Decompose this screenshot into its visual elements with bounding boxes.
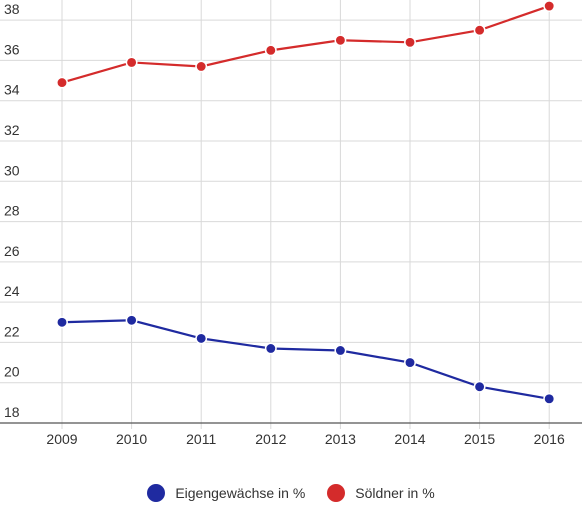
- y-tick-label: 32: [4, 122, 20, 138]
- data-point: [125, 56, 138, 69]
- x-tick-label: 2013: [325, 431, 356, 447]
- y-axis-ticks: 18 20 22 24 26 28 30 32 34 36 38: [4, 1, 20, 420]
- data-point: [404, 36, 416, 49]
- data-point: [56, 76, 68, 89]
- data-point: [473, 380, 486, 393]
- y-tick-label: 20: [4, 364, 20, 380]
- data-points: [56, 0, 556, 405]
- series-line-1: [61, 5, 550, 84]
- data-point: [264, 342, 277, 355]
- data-point: [334, 34, 347, 47]
- x-tick-label: 2011: [186, 431, 216, 447]
- x-tick-label: 2016: [534, 431, 565, 447]
- y-tick-label: 34: [4, 82, 20, 98]
- legend-label-eigengewaechse: Eigengewächse in %: [175, 485, 306, 501]
- legend-marker-soeldner: [327, 484, 346, 502]
- legend-item-eigengewaechse: Eigengewächse in %: [147, 484, 305, 502]
- grid: [0, 0, 582, 429]
- data-point: [56, 316, 68, 329]
- legend-marker-eigengewaechse: [147, 484, 166, 502]
- series-lines: [61, 5, 550, 400]
- legend: Eigengewächse in % Söldner in %: [0, 484, 582, 502]
- legend-item-soeldner: Söldner in %: [327, 484, 435, 502]
- x-tick-label: 2014: [394, 431, 425, 447]
- x-axis-ticks: 2009 2010 2011 2012 2013 2014 2015 2016: [46, 431, 565, 447]
- series-line-0: [61, 319, 550, 400]
- data-point: [334, 344, 347, 357]
- y-tick-label: 22: [4, 323, 20, 339]
- y-tick-label: 18: [4, 404, 20, 420]
- data-point: [543, 0, 556, 12]
- x-tick-label: 2012: [255, 431, 286, 447]
- data-point: [195, 332, 208, 345]
- legend-label-soeldner: Söldner in %: [355, 485, 435, 501]
- data-point: [264, 44, 277, 57]
- y-tick-label: 36: [4, 41, 20, 57]
- data-point: [195, 60, 208, 73]
- y-tick-label: 24: [4, 283, 20, 299]
- data-point: [125, 314, 138, 327]
- x-tick-label: 2015: [464, 431, 495, 447]
- data-point: [473, 24, 486, 37]
- data-point: [404, 356, 416, 369]
- x-tick-label: 2009: [46, 431, 77, 447]
- y-tick-label: 28: [4, 203, 20, 219]
- data-point: [543, 392, 556, 405]
- y-tick-label: 26: [4, 243, 20, 259]
- y-tick-label: 38: [4, 1, 20, 17]
- x-tick-label: 2010: [116, 431, 147, 447]
- y-tick-label: 30: [4, 162, 20, 178]
